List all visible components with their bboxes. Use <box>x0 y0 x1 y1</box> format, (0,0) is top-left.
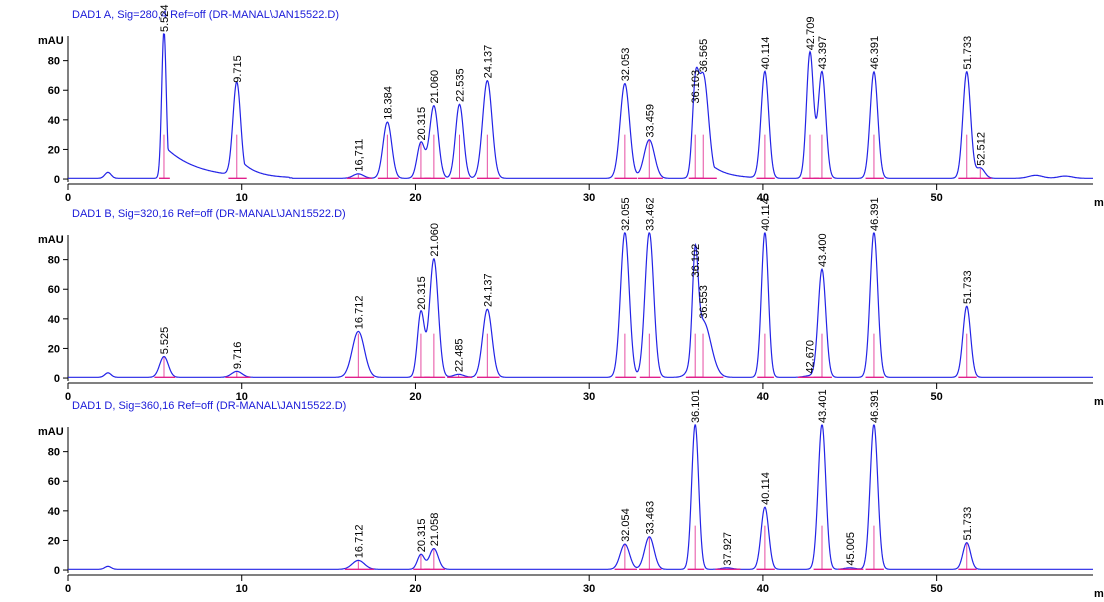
peak-label: 20.315 <box>416 519 428 553</box>
peak-label: 36.102 <box>690 244 702 278</box>
y-tick-label: 60 <box>48 85 60 97</box>
peak-label: 42.670 <box>804 340 816 374</box>
x-tick-label: 20 <box>409 583 421 595</box>
x-tick-label: 10 <box>236 583 248 595</box>
peak-label: 9.716 <box>232 342 244 370</box>
peak-label: 5.525 <box>159 327 171 355</box>
y-tick-label: 20 <box>48 144 60 156</box>
y-axis-unit: mAU <box>38 35 64 47</box>
peak-label: 46.391 <box>869 389 881 423</box>
peak-label: 42.709 <box>805 17 817 51</box>
peak-label: 46.391 <box>869 197 881 231</box>
x-tick-label: 40 <box>757 391 769 403</box>
peak-label: 40.114 <box>760 472 772 505</box>
y-tick-label: 20 <box>48 343 60 355</box>
x-tick-label: 10 <box>236 391 248 403</box>
y-axis-unit: mAU <box>38 234 64 246</box>
peak-label: 51.733 <box>962 507 974 541</box>
x-axis-unit: m <box>1094 197 1104 209</box>
peak-label: 24.137 <box>482 45 494 79</box>
y-tick-label: 20 <box>48 535 60 547</box>
panel-title: DAD1 D, Sig=360,16 Ref=off (DR-MANAL\JAN… <box>72 400 346 412</box>
y-tick-label: 0 <box>54 565 60 577</box>
x-tick-label: 0 <box>65 391 71 403</box>
peak-label: 51.733 <box>962 270 974 304</box>
peak-label: 37.927 <box>722 532 734 566</box>
signal-trace <box>68 424 1093 570</box>
y-axis-unit: mAU <box>38 426 64 438</box>
peak-label: 20.315 <box>416 276 428 310</box>
peak-label: 33.463 <box>644 501 656 535</box>
peak-label: 20.315 <box>416 107 428 141</box>
peak-label: 43.400 <box>817 233 829 267</box>
x-tick-label: 40 <box>757 192 769 204</box>
panel-title: DAD1 B, Sig=320,16 Ref=off (DR-MANAL\JAN… <box>72 208 346 220</box>
panel-2: DAD1 B, Sig=320,16 Ref=off (DR-MANAL\JAN… <box>38 197 1104 408</box>
peak-label: 21.060 <box>429 223 441 257</box>
x-tick-label: 10 <box>236 192 248 204</box>
peak-label: 22.535 <box>455 68 467 102</box>
x-tick-label: 0 <box>65 583 71 595</box>
peak-label: 16,711 <box>353 139 365 172</box>
peak-label: 40.114 <box>760 37 772 70</box>
panel-3: DAD1 D, Sig=360,16 Ref=off (DR-MANAL\JAN… <box>38 389 1104 600</box>
x-tick-label: 50 <box>931 192 943 204</box>
peak-label: 16.712 <box>353 525 365 559</box>
peak-label: 18.384 <box>382 86 394 120</box>
peak-label: 32.054 <box>620 508 632 542</box>
x-tick-label: 0 <box>65 192 71 204</box>
x-tick-label: 50 <box>931 583 943 595</box>
peak-label: 52.512 <box>975 132 987 166</box>
peak-label: 43.401 <box>817 389 829 423</box>
signal-trace <box>68 33 1093 179</box>
y-tick-label: 80 <box>48 56 60 68</box>
x-tick-label: 50 <box>931 391 943 403</box>
x-axis-unit: m <box>1094 396 1104 408</box>
peak-label: 21.060 <box>429 70 441 104</box>
peak-label: 5.524 <box>159 4 171 32</box>
x-tick-label: 20 <box>409 391 421 403</box>
peak-label: 40.114 <box>760 198 772 231</box>
y-tick-label: 80 <box>48 447 60 459</box>
peak-label: 43.397 <box>817 36 829 70</box>
panel-1: DAD1 A, Sig=280,4 Ref=off (DR-MANAL\JAN1… <box>38 4 1104 209</box>
x-tick-label: 20 <box>409 192 421 204</box>
peak-label: 32.055 <box>620 197 632 231</box>
y-tick-label: 60 <box>48 476 60 488</box>
y-tick-label: 40 <box>48 115 60 127</box>
y-tick-label: 40 <box>48 506 60 518</box>
y-tick-label: 0 <box>54 373 60 385</box>
y-tick-label: 0 <box>54 174 60 186</box>
y-tick-label: 80 <box>48 255 60 267</box>
peak-label: 46.391 <box>869 36 881 70</box>
peak-label: 36.103 <box>690 70 702 104</box>
peak-label: 24.137 <box>482 273 494 307</box>
peak-label: 9.715 <box>232 55 244 83</box>
x-tick-label: 30 <box>583 391 595 403</box>
peak-label: 51.733 <box>962 36 974 70</box>
x-tick-label: 30 <box>583 192 595 204</box>
peak-label: 21.058 <box>429 513 441 547</box>
peak-label: 36.553 <box>698 285 710 319</box>
peak-label: 22.485 <box>454 338 466 372</box>
x-tick-label: 40 <box>757 583 769 595</box>
peak-label: 32.053 <box>620 48 632 82</box>
peak-label: 33.459 <box>644 104 656 138</box>
y-tick-label: 40 <box>48 314 60 326</box>
panel-title: DAD1 A, Sig=280,4 Ref=off (DR-MANAL\JAN1… <box>72 9 339 21</box>
x-tick-label: 30 <box>583 583 595 595</box>
peak-label: 45.005 <box>845 532 857 566</box>
x-axis-unit: m <box>1094 588 1104 597</box>
peak-label: 16.712 <box>353 296 365 330</box>
peak-label: 36.565 <box>698 39 710 73</box>
peak-label: 36.101 <box>690 389 702 423</box>
y-tick-label: 60 <box>48 284 60 296</box>
signal-trace <box>68 232 1093 378</box>
peak-label: 33.462 <box>644 197 656 231</box>
